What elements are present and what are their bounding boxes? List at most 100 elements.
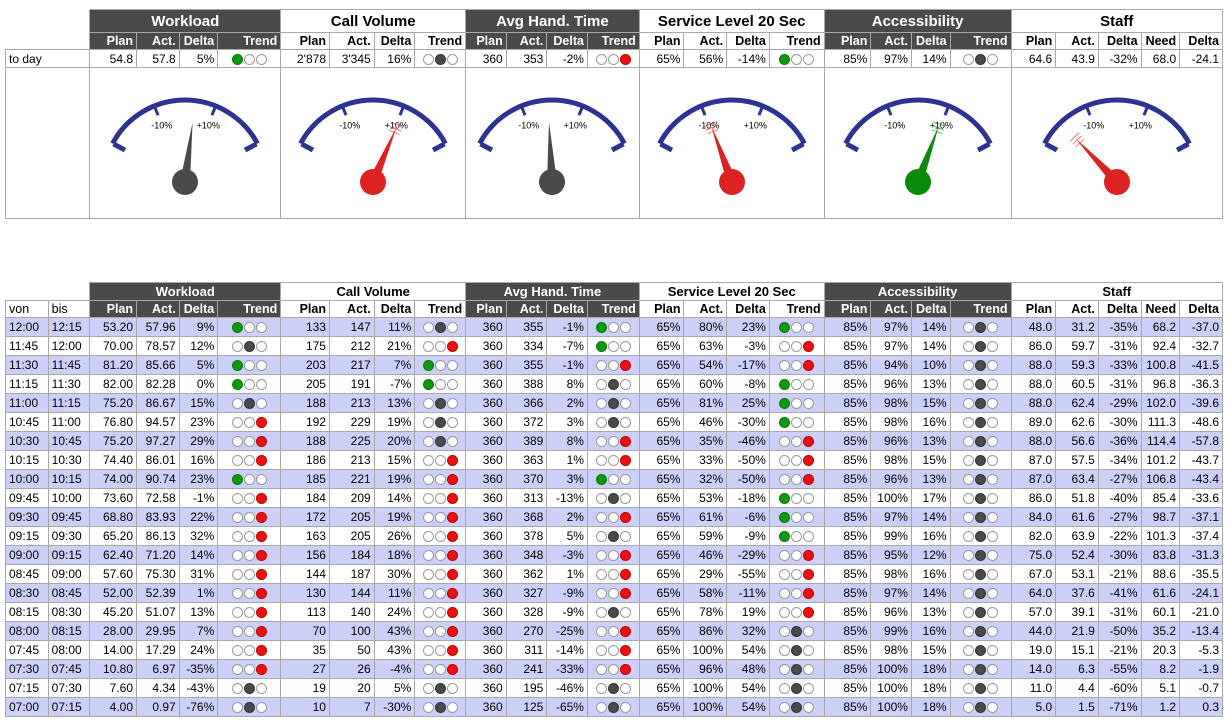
- today-label: to day: [4, 49, 91, 68]
- col-header-aht-delta: Delta: [546, 32, 588, 50]
- light-gray-icon: [975, 341, 987, 353]
- col-header-workload-delta: Delta: [178, 32, 219, 50]
- traffic-light-icon: [595, 436, 631, 448]
- sl-trend: [768, 431, 825, 451]
- light-gray-icon: [434, 645, 446, 657]
- traffic-light-icon: [595, 474, 631, 486]
- light-gray-icon: [607, 322, 619, 334]
- col-header-workload-plan: Plan: [89, 300, 138, 318]
- col-header-workload-act: Act.: [136, 32, 180, 50]
- workload-value: 86.67: [136, 393, 180, 413]
- workload-value: 0%: [178, 374, 219, 394]
- light-green-icon: [779, 512, 791, 524]
- staff-value: 87.0: [1010, 469, 1057, 489]
- staff-value: -30%: [1097, 545, 1142, 565]
- traffic-light-icon: [595, 607, 631, 619]
- callvol-trend: [414, 659, 467, 679]
- gauge-cell-sl: -10% +10%: [638, 67, 825, 219]
- staff-value: 64.0: [1010, 583, 1057, 603]
- aht-value: -25%: [546, 621, 588, 641]
- traffic-light-icon: [231, 531, 267, 543]
- light-green-icon: [595, 664, 607, 676]
- light-green-icon: [595, 550, 607, 562]
- light-gray-icon: [791, 569, 803, 581]
- light-gray-icon: [791, 607, 803, 619]
- acc-value: 85%: [823, 659, 872, 679]
- acc-value: 13%: [910, 431, 951, 451]
- staff-value: 57.0: [1010, 602, 1057, 622]
- light-gray-icon: [975, 569, 987, 581]
- staff-value: 44.0: [1010, 621, 1057, 641]
- sl-value: -50%: [726, 450, 770, 470]
- acc-trend: [949, 393, 1012, 413]
- light-red-icon: [446, 588, 458, 600]
- callvol-trend: [414, 336, 467, 356]
- col-header-sl-act: Act.: [683, 300, 728, 318]
- gauge-cell-workload: -10% +10%: [89, 67, 282, 219]
- light-red-icon: [446, 53, 458, 65]
- light-green-icon: [595, 417, 607, 429]
- staff-value: 19.0: [1010, 640, 1057, 660]
- staff-value: 15.1: [1055, 640, 1099, 660]
- callvol-value: 133: [280, 317, 330, 337]
- callvol-value: 20: [328, 678, 375, 698]
- staff-value: 106.8: [1140, 469, 1181, 489]
- light-gray-icon: [607, 702, 619, 714]
- gauge-cell-callvol: -10% +10%: [280, 67, 467, 219]
- staff-value: 53.1: [1055, 564, 1099, 584]
- callvol-value: 113: [280, 602, 330, 622]
- light-gray-icon: [434, 607, 446, 619]
- callvol-value: 192: [280, 412, 330, 432]
- col-header-callvol-trend: Trend: [414, 300, 467, 318]
- time-von: 10:15: [5, 450, 49, 470]
- light-green-icon: [779, 645, 791, 657]
- gauge-end-tick: [479, 141, 494, 152]
- light-red-icon: [255, 341, 267, 353]
- workload-trend: [217, 640, 282, 660]
- staff-value: 98.7: [1140, 507, 1181, 527]
- light-gray-icon: [975, 702, 987, 714]
- gauge-acc: -10% +10%: [842, 97, 993, 195]
- light-green-icon: [779, 569, 791, 581]
- staff-value: -37.1: [1179, 507, 1223, 527]
- sl-trend: [768, 355, 825, 375]
- acc-trend: [949, 526, 1012, 546]
- workload-value: 73.60: [89, 488, 138, 508]
- acc-value: 100%: [870, 697, 912, 717]
- light-red-icon: [619, 53, 631, 65]
- workload-value: 78.57: [136, 336, 180, 356]
- workload-trend: [217, 545, 282, 565]
- staff-value: 68.2: [1140, 317, 1181, 337]
- light-gray-icon: [975, 360, 987, 372]
- col-header-workload-act: Act.: [136, 300, 180, 318]
- time-von: 11:45: [5, 336, 49, 356]
- light-green-icon: [963, 341, 975, 353]
- traffic-light-icon: [779, 379, 815, 391]
- light-green-icon: [231, 588, 243, 600]
- acc-value: 85%: [823, 583, 872, 603]
- staff-value: 82.0: [1010, 526, 1057, 546]
- workload-value: 82.28: [136, 374, 180, 394]
- sl-value: 58%: [683, 583, 728, 603]
- acc-trend: [949, 374, 1012, 394]
- light-green-icon: [779, 531, 791, 543]
- sl-trend: [768, 678, 825, 698]
- callvol-value: 19%: [373, 412, 416, 432]
- light-green-icon: [963, 398, 975, 410]
- detail-group-header-accessibility: Accessibility: [823, 282, 1012, 301]
- callvol-value: 11%: [373, 317, 416, 337]
- light-gray-icon: [243, 493, 255, 505]
- gauge-row: -10% +10% -10% +10% -10% +10% -10% +10% -10% +10%…: [4, 67, 1224, 219]
- traffic-light-icon: [231, 493, 267, 505]
- light-green-icon: [963, 626, 975, 638]
- gauge-end-tick: [659, 141, 673, 152]
- acc-value: 85%: [823, 412, 872, 432]
- time-von: 09:45: [5, 488, 49, 508]
- light-green-icon: [963, 512, 975, 524]
- light-gray-icon: [791, 379, 803, 391]
- sl-value: 100%: [683, 697, 728, 717]
- workload-trend: [217, 564, 282, 584]
- callvol-value: 43%: [373, 640, 416, 660]
- sl-trend: [768, 450, 825, 470]
- light-gray-icon: [791, 531, 803, 543]
